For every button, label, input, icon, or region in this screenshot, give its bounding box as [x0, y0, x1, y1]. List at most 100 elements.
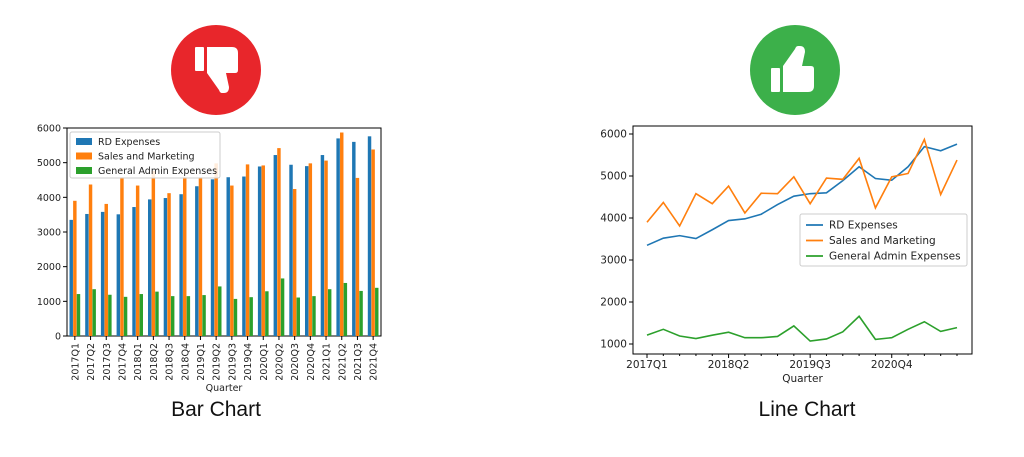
bar: [273, 155, 278, 336]
bar: [73, 200, 77, 336]
bar: [88, 184, 93, 336]
bar: [195, 186, 199, 336]
bar: [280, 278, 285, 336]
x-tick-label: 2019Q2: [212, 343, 223, 381]
x-tick-label: 2017Q2: [86, 343, 97, 381]
legend-label: General Admin Expenses: [98, 166, 217, 177]
bar: [167, 193, 171, 336]
thumbs-up-icon: [750, 25, 840, 115]
bar: [265, 291, 269, 336]
bar-chart-caption: Bar Chart: [171, 398, 261, 421]
bar: [92, 289, 96, 336]
x-tick-label: 2021Q1: [322, 343, 333, 381]
bar: [343, 282, 348, 336]
bar: [340, 132, 344, 336]
bar: [230, 185, 234, 336]
bar: [277, 148, 281, 336]
bar: [135, 185, 140, 336]
bar: [336, 138, 340, 336]
bar: [214, 163, 218, 336]
bar: [308, 163, 313, 336]
bar: [202, 295, 206, 336]
thumbs-down-icon: [171, 25, 261, 115]
thumbs-down-glyph: [195, 47, 238, 93]
y-tick-label: 1000: [600, 339, 627, 351]
y-tick-label: 6000: [600, 129, 627, 141]
bar: [249, 297, 253, 336]
x-tick-label: 2020Q1: [259, 343, 270, 381]
legend-label: RD Expenses: [98, 137, 160, 148]
bar: [76, 294, 81, 336]
bar: [367, 136, 372, 336]
bar: [359, 290, 363, 336]
bar: [257, 166, 262, 336]
bar-legend: RD Expenses Sales and Marketing General Ad…: [69, 131, 221, 179]
x-tick-label: 2017Q1: [70, 343, 81, 381]
y-tick-label: 0: [55, 332, 61, 343]
bar: [226, 177, 230, 336]
bar: [375, 287, 379, 336]
bar: [179, 194, 183, 336]
y-tick-label: 2000: [37, 262, 61, 273]
bar: [139, 294, 143, 336]
x-tick-label: 2021Q4: [369, 343, 380, 381]
x-tick-label: 2020Q3: [290, 343, 301, 381]
x-tick-label: 2018Q1: [133, 343, 144, 381]
bar: [210, 179, 215, 336]
bar: [320, 155, 325, 336]
line-chart-caption: Line Chart: [758, 398, 856, 421]
legend-box: [69, 131, 221, 179]
x-tick-label: 2018Q2: [708, 359, 750, 371]
bar: [242, 176, 246, 336]
legend-box: [799, 213, 968, 267]
bar: [312, 296, 316, 336]
y-tick-label: 5000: [37, 158, 61, 169]
x-tick-label: 2017Q1: [626, 359, 668, 371]
legend-label: RD Expenses: [829, 220, 898, 232]
legend-swatch: [76, 152, 92, 160]
bar-chart: 0 1000 2000 3000 4000 5000 6000 2017Q1 2017Q2 201…: [37, 124, 382, 394]
legend-label: Sales and Marketing: [829, 235, 936, 247]
bar: [289, 164, 293, 336]
y-tick-label: 4000: [600, 213, 627, 225]
x-tick-label: 2020Q4: [306, 343, 317, 381]
line-legend: RD Expenses Sales and Marketing General Ad…: [799, 213, 968, 267]
y-tick-label: 6000: [37, 124, 61, 135]
x-tick-label: 2017Q3: [102, 343, 113, 381]
bar: [261, 165, 265, 336]
x-tick-label: 2021Q3: [353, 343, 364, 381]
bar: [183, 176, 187, 336]
bar: [233, 298, 238, 336]
bar: [245, 164, 250, 336]
x-axis-label: Quarter: [206, 383, 243, 394]
bar: [355, 177, 360, 336]
y-tick-label: 2000: [600, 297, 627, 309]
bar: [352, 141, 356, 336]
x-tick-label: 2018Q2: [149, 343, 160, 381]
series-line: [646, 315, 958, 342]
bar: [69, 219, 73, 336]
y-tick-label: 4000: [37, 193, 61, 204]
x-tick-label: 2020Q2: [274, 343, 285, 381]
bar: [132, 207, 136, 336]
series-line: [646, 137, 958, 228]
bar: [327, 289, 332, 336]
x-tick-label: 2018Q4: [180, 343, 191, 381]
series-line: [646, 143, 958, 247]
bar: [305, 166, 309, 336]
thumbs-up-glyph: [771, 46, 814, 92]
bar: [155, 291, 159, 336]
bar: [148, 199, 152, 336]
line-chart: 1000 2000 3000 4000 5000 6000 2017Q1 2018Q2 2019…: [600, 125, 973, 385]
y-tick-label: 5000: [600, 171, 627, 183]
legend-swatch: [76, 138, 92, 145]
legend-swatch: [76, 167, 92, 174]
bar: [324, 160, 328, 336]
x-tick-label: 2019Q4: [243, 343, 254, 381]
bar: [371, 149, 375, 336]
x-tick-label: 2019Q1: [196, 343, 207, 381]
bar: [108, 294, 112, 336]
bar: [104, 203, 108, 336]
bar: [170, 296, 175, 336]
